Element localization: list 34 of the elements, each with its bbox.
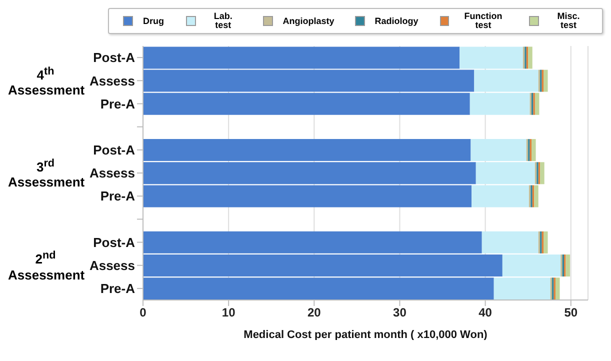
y-tick-label: Post-A	[93, 50, 136, 66]
bar	[534, 92, 540, 115]
text: 4$^{th}$ Assessment	[8, 64, 85, 98]
legend-label: Angioplasty	[282, 16, 334, 26]
x-tick-label: 20	[307, 306, 322, 320]
x-tick-label: 10	[222, 306, 236, 320]
y-tick-label: Assess	[89, 258, 135, 273]
legend-label: Lab. test	[212, 11, 234, 30]
bar	[532, 139, 536, 162]
legend-label: Misc. test	[556, 11, 581, 30]
text: Drug	[143, 16, 164, 26]
y-tick-label: Pre-A	[100, 188, 136, 204]
bar	[544, 231, 548, 254]
x-tick-label: 0	[140, 306, 147, 320]
bar	[566, 254, 570, 277]
bar	[528, 46, 532, 69]
bar	[540, 162, 544, 184]
y-tick-label: Pre-A	[100, 96, 136, 112]
y-tick-label: Post-A	[93, 234, 136, 250]
x-tick-label: 40	[478, 306, 492, 320]
y-tick-label: Assess	[89, 73, 135, 88]
x-axis-title: Medical Cost per patient month ( x10,000 Won)	[244, 329, 488, 341]
x-tick-label: 50	[564, 306, 578, 320]
legend-label: Radiology	[374, 16, 418, 26]
y-tick-label: Assess	[89, 166, 135, 181]
bar	[534, 185, 538, 208]
legend-label: Function test	[463, 11, 504, 30]
text: 3$^{rd}$ Assessment	[8, 156, 85, 190]
bar	[544, 70, 548, 92]
y-tick-label: Pre-A	[100, 281, 136, 296]
y-tick-label: Post-A	[93, 142, 136, 158]
text: 2$^{nd}$ Assessment	[8, 248, 85, 282]
x-tick-label: 30	[393, 306, 407, 320]
bar	[555, 278, 560, 300]
